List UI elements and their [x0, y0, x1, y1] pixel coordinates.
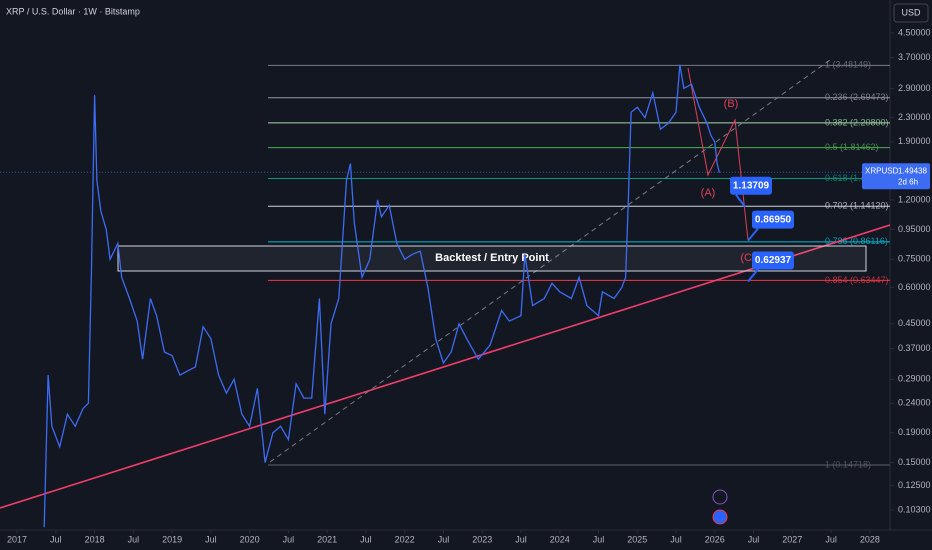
x-tick-label: 2023 [472, 534, 492, 544]
wave-label: (C) [740, 252, 755, 264]
price-tag [862, 163, 930, 190]
last-price: 1.49438 [898, 166, 927, 175]
fib-label: 0.786 (0.86116) [825, 236, 888, 246]
currency[interactable]: USD [901, 7, 921, 17]
x-tick-label: 2028 [860, 534, 880, 544]
currency-button[interactable] [893, 3, 929, 23]
y-tick-label: 0.95000 [898, 224, 931, 234]
price-line [43, 64, 721, 528]
x-tick-label: 2021 [317, 534, 337, 544]
x-tick-label: 2022 [395, 534, 415, 544]
x-tick-label: Jul [593, 534, 605, 544]
chart-title: XRP / U.S. Dollar · 1W · Bitstamp [6, 6, 140, 16]
wave-label: (A) [701, 187, 716, 199]
x-tick-label: Jul [205, 534, 217, 544]
x-tick-label: 2019 [162, 534, 182, 544]
y-tick-label: 0.60000 [898, 282, 931, 292]
target-pointer [735, 194, 746, 208]
entry-zone [117, 245, 867, 272]
x-tick-label: Jul [670, 534, 682, 544]
x-tick-label: Jul [438, 534, 450, 544]
x-tick-label: Jul [515, 534, 527, 544]
x-tick-label: 2020 [240, 534, 260, 544]
fib-label: 0.618 (1.42124) [825, 173, 889, 183]
fib-label: 0.236 (2.69473) [825, 92, 889, 102]
target-pointer [747, 227, 759, 242]
support-line [0, 224, 891, 509]
x-tick-label: Jul [128, 534, 140, 544]
x-tick-label: 2026 [705, 534, 725, 544]
countdown: 2d 6h [898, 177, 918, 186]
fib-label: 0.854 (0.63447) [825, 275, 889, 285]
y-tick-label: 0.29000 [898, 374, 931, 384]
target-label: 1.13709 [733, 180, 770, 191]
target-box [752, 251, 794, 270]
y-tick-label: 1.20000 [898, 194, 931, 204]
y-tick-label: 0.45000 [898, 318, 931, 328]
event-icon[interactable] [712, 509, 728, 525]
x-tick-label: 2027 [782, 534, 802, 544]
x-tick-label: Jul [360, 534, 372, 544]
y-tick-label: 3.70000 [898, 52, 931, 62]
y-tick-label: 2.90000 [898, 83, 931, 93]
y-tick-label: 0.24000 [898, 398, 931, 408]
series-name: XRPUSD [865, 166, 899, 175]
wave-label: (B) [724, 98, 739, 110]
zone-label: Backtest / Entry Point [435, 252, 549, 264]
y-tick-label: 0.37000 [898, 343, 931, 353]
x-tick-label: 2024 [550, 534, 570, 544]
trend-line [269, 59, 831, 463]
fib-label: 0.702 (1.14120) [825, 201, 889, 211]
y-tick-label: 4.50000 [898, 27, 931, 37]
y-tick-label: 0.10300 [898, 504, 931, 514]
x-tick-label: 2017 [7, 534, 27, 544]
fib-label: 0.5 (1.81462) [825, 142, 879, 152]
event-icon[interactable] [712, 489, 728, 505]
x-tick-label: Jul [50, 534, 62, 544]
y-tick-label: 0.75000 [898, 254, 931, 264]
y-tick-label: 2.30000 [898, 112, 931, 122]
target-label: 0.62937 [755, 255, 792, 266]
fib-label: 1 (3.48149) [825, 60, 871, 70]
x-tick-label: Jul [748, 534, 760, 544]
y-tick-label: 0.12500 [898, 480, 931, 490]
fib-label: 0.382 (2.20800) [825, 117, 889, 127]
x-tick-label: 2018 [85, 534, 105, 544]
fib-label: 1 (0.14718) [825, 459, 871, 469]
x-tick-label: Jul [825, 534, 837, 544]
target-box [752, 210, 794, 229]
x-tick-label: 2025 [627, 534, 647, 544]
y-tick-label: 0.15000 [898, 457, 931, 467]
target-pointer [747, 268, 759, 283]
target-label: 0.86950 [755, 214, 792, 225]
y-tick-label: 1.90000 [898, 136, 931, 146]
y-tick-label: 0.19000 [898, 427, 931, 437]
target-box [730, 176, 772, 195]
x-tick-label: Jul [283, 534, 295, 544]
